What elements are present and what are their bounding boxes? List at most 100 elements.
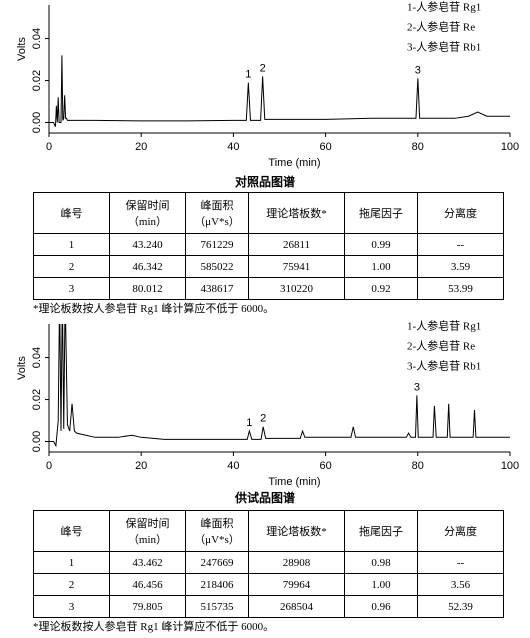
cell: 峰面积 （μV*s） xyxy=(185,510,249,552)
cell: 峰号 xyxy=(33,192,110,234)
header-row: 峰号 保留时间 （min） 峰面积 （μV*s） 理论塔板数* 拖尾因子 分离度 xyxy=(33,510,504,552)
cell: 1.00 xyxy=(344,573,418,596)
x-axis-label: Time (min) xyxy=(268,157,320,169)
cell: 峰号 xyxy=(33,510,110,552)
peak-label: 3 xyxy=(414,381,420,393)
y-axis-label: Volts xyxy=(16,37,28,61)
legend-entry: 2-人参皂苷 Re xyxy=(407,339,475,353)
y-tick-label: 0.02 xyxy=(31,389,43,410)
cell: 保留时间 （min） xyxy=(109,510,186,552)
legend-entry: 3-人参皂苷 Rb1 xyxy=(407,40,481,54)
cell: 585022 xyxy=(185,255,249,278)
y-tick-label: 0.00 xyxy=(31,431,43,452)
cell: 分离度 xyxy=(417,192,504,234)
cell: 79.805 xyxy=(109,595,186,618)
footnote: *理论板数按人参皂苷 Rg1 峰计算应不低于 6000。 xyxy=(33,621,275,633)
cell: 761229 xyxy=(185,233,249,256)
x-tick-label: 100 xyxy=(501,141,519,153)
cell: 0.98 xyxy=(344,551,418,574)
cell: 28908 xyxy=(248,551,345,574)
cell: 79964 xyxy=(248,573,345,596)
cell: 3 xyxy=(33,595,110,618)
cell: 52.39 xyxy=(417,595,504,618)
row: 2 46.456 218406 79964 1.00 3.56 xyxy=(33,573,504,596)
y-tick-label: 0.04 xyxy=(31,28,43,49)
row: 1 43.240 761229 26811 0.99 -- xyxy=(33,233,504,256)
x-tick-label: 0 xyxy=(46,460,52,472)
peak-label: 1 xyxy=(246,417,252,429)
x-tick-label: 0 xyxy=(46,141,52,153)
trace xyxy=(49,324,510,448)
legend-entry: 1-人参皂苷 Rg1 xyxy=(407,0,481,14)
cell: 3.59 xyxy=(417,255,504,278)
cell: 43.462 xyxy=(109,551,186,574)
cell: 80.012 xyxy=(109,277,186,300)
cell: 310220 xyxy=(248,277,345,300)
cell: 0.99 xyxy=(344,233,418,256)
peak-label: 3 xyxy=(415,64,421,76)
peak-label: 1 xyxy=(245,69,251,81)
cell: -- xyxy=(417,551,504,574)
x-tick-label: 60 xyxy=(319,460,331,472)
cell: 峰面积 （μV*s） xyxy=(185,192,249,234)
x-tick-label: 80 xyxy=(412,460,424,472)
cell: 1 xyxy=(33,233,110,256)
row: 3 80.012 438617 310220 0.92 53.99 xyxy=(33,277,504,300)
x-tick-label: 100 xyxy=(501,460,519,472)
cell: 26811 xyxy=(248,233,345,256)
row: 2 46.342 585022 75941 1.00 3.59 xyxy=(33,255,504,278)
cell: 1.00 xyxy=(344,255,418,278)
x-axis-label: Time (min) xyxy=(268,476,320,488)
cell: 3.56 xyxy=(417,573,504,596)
x-tick-label: 40 xyxy=(227,460,239,472)
x-tick-label: 60 xyxy=(319,141,331,153)
x-tick-label: 80 xyxy=(412,141,424,153)
y-tick-label: 0.00 xyxy=(31,112,43,133)
cell: 43.240 xyxy=(109,233,186,256)
cell: 268504 xyxy=(248,595,345,618)
x-tick-label: 20 xyxy=(135,460,147,472)
cell: 2 xyxy=(33,255,110,278)
cell: 0.92 xyxy=(344,277,418,300)
cell: 247669 xyxy=(185,551,249,574)
cell: 438617 xyxy=(185,277,249,300)
cell: 拖尾因子 xyxy=(344,510,418,552)
x-tick-label: 20 xyxy=(135,141,147,153)
y-tick-label: 0.02 xyxy=(31,70,43,91)
cell: -- xyxy=(417,233,504,256)
peak-label: 2 xyxy=(260,413,266,425)
cell: 46.456 xyxy=(109,573,186,596)
row: 3 79.805 515735 268504 0.96 52.39 xyxy=(33,595,504,618)
cell: 理论塔板数* xyxy=(248,192,345,234)
cell: 0.96 xyxy=(344,595,418,618)
row: 1 43.462 247669 28908 0.98 -- xyxy=(33,551,504,574)
table: 峰号 保留时间 （min） 峰面积 （μV*s） 理论塔板数* 拖尾因子 分离度 1 43.2… xyxy=(33,192,504,300)
cell: 拖尾因子 xyxy=(344,192,418,234)
legend-entry: 1-人参皂苷 Rg1 xyxy=(407,319,481,333)
peak-label: 2 xyxy=(260,62,266,74)
caption: 供试品图谱 xyxy=(234,491,295,505)
cell: 53.99 xyxy=(417,277,504,300)
header-row: 峰号 保留时间 （min） 峰面积 （μV*s） 理论塔板数* 拖尾因子 分离度 xyxy=(33,192,504,234)
cell: 3 xyxy=(33,277,110,300)
y-tick-label: 0.04 xyxy=(31,347,43,368)
legend-entry: 3-人参皂苷 Rb1 xyxy=(407,359,481,373)
y-axis-label: Volts xyxy=(16,356,28,380)
trace xyxy=(49,55,510,127)
legend-entry: 2-人参皂苷 Re xyxy=(407,20,475,34)
cell: 46.342 xyxy=(109,255,186,278)
x-tick-label: 40 xyxy=(227,141,239,153)
table: 峰号 保留时间 （min） 峰面积 （μV*s） 理论塔板数* 拖尾因子 分离度 1 43.4… xyxy=(33,510,504,618)
caption: 对照品图谱 xyxy=(234,175,295,189)
footnote: *理论板数按人参皂苷 Rg1 峰计算应不低于 6000。 xyxy=(33,303,275,315)
cell: 保留时间 （min） xyxy=(109,192,186,234)
cell: 515735 xyxy=(185,595,249,618)
cell: 75941 xyxy=(248,255,345,278)
cell: 1 xyxy=(33,551,110,574)
cell: 218406 xyxy=(185,573,249,596)
cell: 分离度 xyxy=(417,510,504,552)
cell: 理论塔板数* xyxy=(248,510,345,552)
cell: 2 xyxy=(33,573,110,596)
